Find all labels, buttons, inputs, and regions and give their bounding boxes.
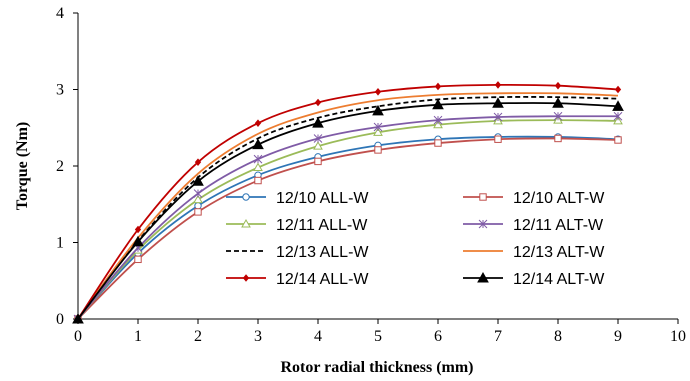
data-point — [194, 208, 202, 216]
legend-swatch-marker — [479, 193, 487, 201]
data-point — [373, 127, 383, 136]
data-point — [374, 88, 382, 96]
series-layer — [72, 81, 624, 324]
data-point — [614, 85, 622, 94]
legend-item: 12/13 ALL-W — [226, 244, 369, 261]
data-point — [314, 157, 322, 166]
data-point — [312, 117, 324, 128]
data-point — [494, 135, 502, 143]
legend-label: 12/11 ALL-W — [276, 217, 368, 234]
x-tick-label: 9 — [614, 328, 622, 345]
data-point — [553, 111, 563, 121]
data-point — [492, 97, 504, 108]
legend-label: 12/10 ALL-W — [276, 190, 369, 207]
legend-item: 12/11 ALL-W — [226, 217, 368, 234]
data-point — [72, 312, 84, 324]
data-point — [434, 139, 442, 147]
legend-label: 12/14 ALL-W — [276, 271, 369, 288]
data-point — [613, 111, 623, 121]
data-point — [253, 154, 263, 164]
axes: 0 1 2 3 4 5 6 7 8 9 10 0 1 2 3 4 — [56, 5, 686, 345]
series-12-13-alt-w — [77, 92, 619, 320]
data-point — [313, 134, 323, 143]
data-point — [434, 82, 442, 91]
data-point — [313, 141, 323, 150]
y-axis-title: Torque (Nm) — [14, 122, 31, 210]
data-point — [252, 138, 264, 150]
data-point — [254, 176, 262, 185]
x-tick-label: 6 — [434, 328, 442, 345]
y-tick-label: 1 — [56, 235, 64, 252]
data-point — [134, 255, 142, 264]
legend-label: 12/11 ALT-W — [513, 217, 604, 234]
data-point — [614, 136, 622, 144]
series-12-13-all-w — [77, 96, 619, 320]
data-point — [433, 115, 443, 125]
legend-swatch-marker — [242, 274, 250, 282]
data-point — [194, 202, 202, 210]
legend-item: 12/13 ALT-W — [463, 244, 605, 261]
data-point — [493, 112, 503, 122]
legend: 12/10 ALL-W 12/10 ALT-W 12/11 ALL-W 12/11 A… — [226, 190, 605, 288]
series-line — [77, 115, 619, 320]
data-point — [254, 119, 262, 127]
data-point — [193, 189, 203, 198]
data-point — [612, 100, 624, 111]
data-point — [552, 97, 564, 108]
legend-swatch-marker — [478, 219, 488, 229]
legend-swatch-marker — [477, 271, 489, 283]
series-line — [77, 135, 619, 320]
data-point — [193, 194, 203, 204]
legend-label: 12/10 ALT-W — [513, 190, 605, 207]
y-tick-label: 3 — [56, 82, 64, 99]
series-line — [77, 96, 619, 320]
data-point — [314, 98, 322, 107]
y-tick-label: 0 — [56, 311, 64, 328]
data-point — [433, 119, 443, 129]
y-tick-label: 2 — [56, 158, 64, 175]
legend-swatch-marker — [242, 193, 250, 201]
legend-item: 12/10 ALL-W — [226, 190, 369, 207]
x-axis-title: Rotor radial thickness (mm) — [280, 359, 473, 376]
data-point — [192, 175, 204, 186]
data-point — [134, 225, 142, 234]
series-line — [77, 83, 619, 320]
x-tick-label: 3 — [254, 328, 262, 345]
data-point — [554, 81, 562, 90]
series-12-14-alt-w — [72, 97, 624, 324]
data-point — [432, 98, 444, 110]
legend-label: 12/13 ALL-W — [276, 244, 369, 261]
data-point — [374, 146, 382, 154]
x-tick-label: 8 — [554, 328, 562, 345]
x-tick-label: 5 — [374, 328, 382, 345]
legend-label: 12/14 ALT-W — [513, 271, 605, 288]
x-tick-label: 0 — [74, 328, 82, 345]
y-tick-label: 4 — [56, 5, 64, 22]
legend-item: 12/10 ALT-W — [463, 190, 605, 207]
legend-item: 12/14 ALT-W — [463, 271, 605, 288]
legend-item: 12/11 ALT-W — [463, 217, 604, 234]
legend-label: 12/13 ALT-W — [513, 244, 605, 261]
x-tick-label: 1 — [134, 328, 142, 345]
series-line — [77, 92, 619, 320]
data-point — [373, 122, 383, 132]
series-line — [77, 137, 619, 320]
data-point — [554, 134, 562, 143]
legend-item: 12/14 ALL-W — [226, 271, 369, 288]
series-line — [77, 119, 619, 320]
legend-swatch-marker — [241, 218, 251, 228]
data-point — [132, 235, 144, 247]
x-tick-label: 10 — [670, 328, 686, 345]
x-tick-label: 4 — [314, 328, 322, 345]
data-point — [372, 104, 384, 116]
series-line — [77, 102, 619, 320]
data-point — [253, 162, 263, 172]
data-point — [194, 158, 202, 166]
data-point — [494, 81, 502, 89]
x-tick-label: 2 — [194, 328, 202, 345]
data-point — [613, 115, 623, 125]
x-tick-label: 7 — [494, 328, 502, 345]
